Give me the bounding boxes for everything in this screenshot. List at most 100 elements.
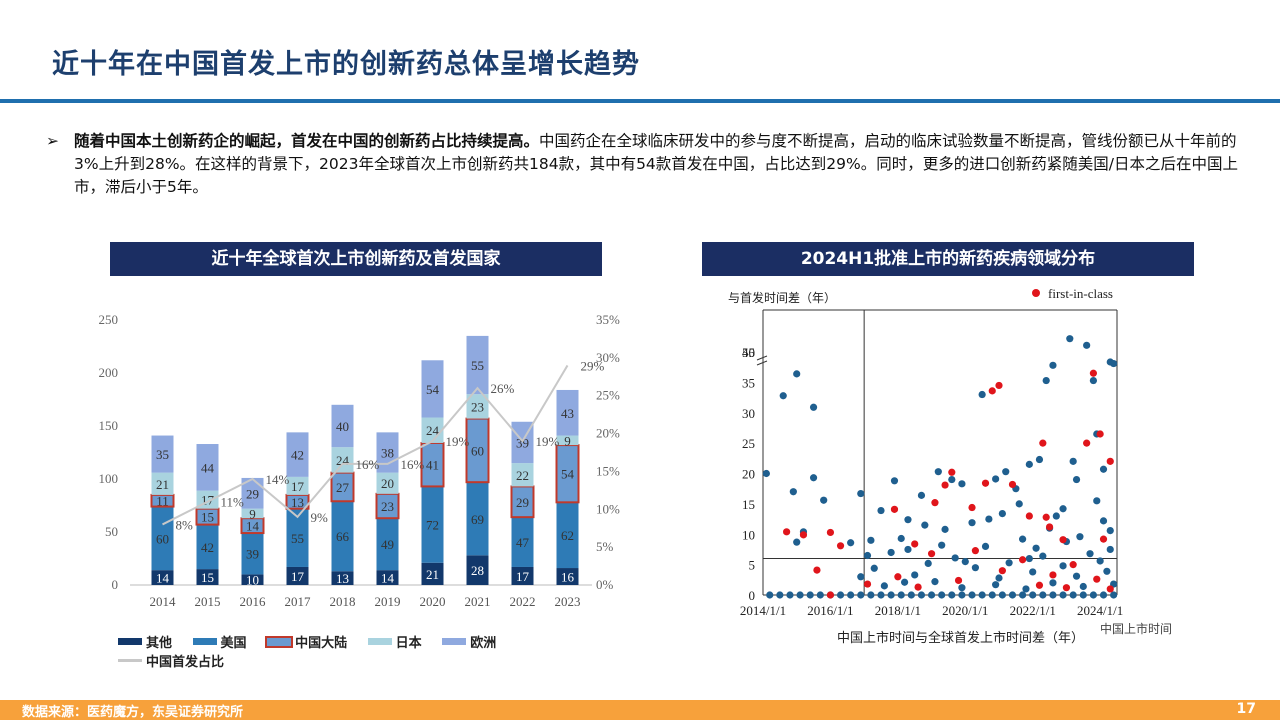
scatter-point [1032, 544, 1040, 552]
bar-segment [511, 463, 534, 487]
x-tick-label: 2016/1/1 [807, 603, 853, 618]
summary-bold: 随着中国本土创新药企的崛起，首发在中国的创新药占比持续提高。 [74, 132, 540, 150]
y2-tick-label: 20% [596, 426, 620, 441]
scatter-point [1049, 571, 1057, 579]
scatter-point [1039, 552, 1047, 560]
page-number: 17 [1236, 701, 1256, 717]
bar-value-label: 20 [381, 476, 394, 491]
scatter-point [971, 547, 979, 555]
bar-segment [330, 471, 355, 503]
scatter-point [924, 559, 932, 568]
bar-value-label: 62 [561, 528, 574, 543]
scatter-point [1076, 533, 1084, 541]
y2-tick-label: 10% [596, 501, 620, 516]
x-tick-label: 2022 [510, 594, 536, 609]
scatter-point [978, 591, 986, 599]
share-label: 19% [446, 434, 470, 449]
scatter-point [1066, 335, 1074, 343]
x-tick-label: 2018/1/1 [875, 603, 921, 618]
scatter-point [1039, 439, 1047, 447]
scatter-point [904, 516, 912, 524]
bar-value-label: 17 [291, 479, 305, 494]
scatter-point [783, 528, 791, 536]
scatter-point [1059, 536, 1067, 544]
scatter-point [995, 574, 1003, 582]
scatter-point [809, 403, 818, 411]
bar-segment [376, 472, 399, 494]
y-tick-label: 20 [742, 467, 755, 482]
bar-segment [241, 574, 264, 585]
share-label: 26% [491, 381, 515, 396]
scatter-point [1062, 584, 1071, 592]
scatter-point [1049, 591, 1057, 599]
scatter-point [941, 481, 949, 489]
scatter-point [1072, 572, 1081, 580]
scatter-point [907, 591, 915, 599]
scatter-point [938, 541, 946, 549]
scatter-point [880, 582, 888, 590]
scatter-point [809, 474, 818, 482]
scatter-point [890, 477, 899, 485]
data-source: 数据来源：医药魔方，东吴证券研究所 [22, 705, 244, 720]
bar-segment [556, 389, 579, 436]
scatter-point [1049, 361, 1057, 369]
bar-chart: 0501001502002500%5%10%15%20%25%30%35%201… [99, 312, 621, 609]
bar-segment [556, 435, 579, 446]
scatter-point [981, 479, 990, 487]
bar-value-label: 66 [336, 529, 350, 544]
scatter-point [948, 468, 956, 476]
bar-value-label: 55 [291, 531, 304, 546]
bar-segment [466, 394, 489, 419]
scatter-point [1019, 556, 1027, 564]
bar-value-label: 22 [516, 468, 529, 483]
scatter-point [1008, 591, 1017, 599]
bar-value-label: 39 [246, 547, 259, 562]
scatter-point [1019, 591, 1027, 599]
bar-segment [466, 555, 489, 585]
bar-value-label: 9 [564, 433, 571, 448]
scatter-point [988, 591, 996, 599]
y-tick-label: 40 [742, 345, 755, 360]
bar-value-label: 13 [291, 495, 304, 510]
scatter-point [857, 591, 865, 599]
scatter-point [951, 554, 959, 562]
scatter-point [1093, 497, 1101, 505]
scatter-point [927, 550, 936, 558]
bar-segment [556, 568, 579, 585]
x-tick-label: 2017 [285, 594, 312, 609]
scatter-point [1099, 591, 1108, 599]
scatter-point [1045, 523, 1054, 531]
bar-segment [376, 570, 399, 585]
bar-segment [466, 335, 489, 395]
bar-value-label: 14 [246, 519, 260, 534]
scatter-point [1002, 468, 1010, 476]
bar-segment [465, 417, 490, 484]
scatter-point [958, 591, 966, 599]
bar-segment [420, 441, 445, 488]
scatter-point [961, 557, 969, 566]
bar-segment [556, 502, 579, 569]
scatter-point [1022, 585, 1030, 593]
bar-segment [151, 570, 174, 585]
bar-value-label: 49 [381, 537, 394, 552]
scatter-point [1083, 341, 1091, 349]
scatter-point [904, 545, 912, 554]
bar-value-label: 29 [246, 486, 259, 501]
scatter-point [998, 591, 1006, 599]
y-tick-label: 30 [742, 406, 755, 421]
bar-value-label: 15 [201, 570, 214, 585]
scatter-point [921, 521, 929, 529]
y-tick-label: 200 [99, 365, 119, 380]
bar-segment [151, 472, 174, 495]
page-title: 近十年在中国首发上市的创新药总体呈增长趋势 [52, 49, 640, 80]
share-label: 29% [581, 358, 605, 373]
scatter-point [1096, 557, 1104, 565]
scatter-point [1025, 554, 1033, 563]
bar-segment [331, 447, 354, 473]
x-tick-label: 2014 [150, 594, 177, 609]
bar-value-label: 13 [336, 571, 349, 586]
share-label: 16% [401, 457, 425, 472]
scatter-point [968, 591, 976, 599]
scatter-point [934, 468, 942, 476]
bar-value-label: 23 [471, 399, 484, 414]
